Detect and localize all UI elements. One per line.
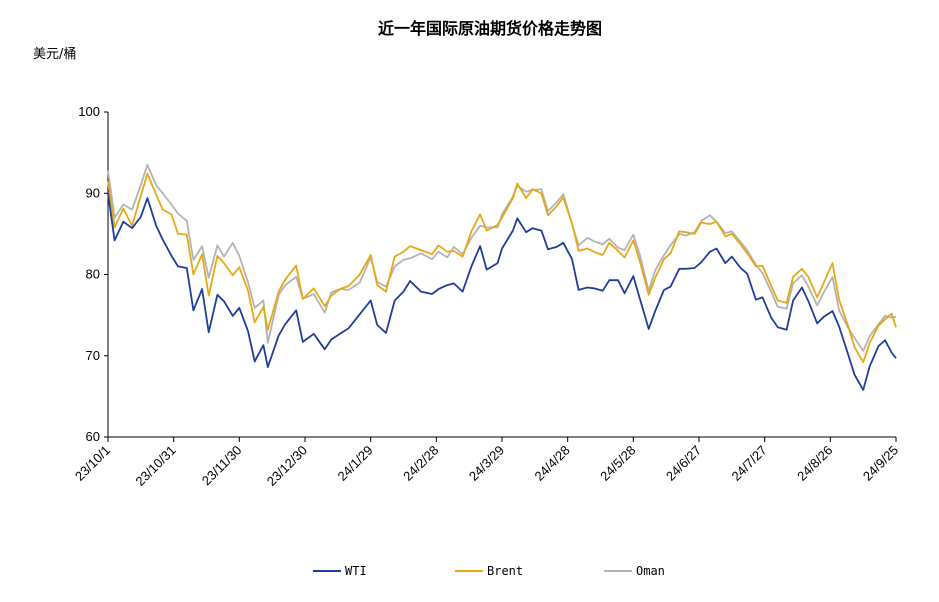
y-axis: 60 70 80 90 100 <box>78 104 109 444</box>
legend-item-brent: Brent <box>455 564 523 578</box>
y-tick-label: 90 <box>86 185 100 200</box>
legend: WTI Brent Oman <box>313 564 665 578</box>
x-tick-label: 24/4/28 <box>532 443 573 484</box>
x-tick-label: 24/7/27 <box>729 443 770 484</box>
legend-item-oman: Oman <box>604 564 665 578</box>
y-tick-label: 80 <box>86 267 100 282</box>
legend-label: WTI <box>345 564 367 578</box>
x-tick-label: 23/12/30 <box>264 443 310 489</box>
y-tick-label: 60 <box>86 429 100 444</box>
x-tick-label: 23/10/1 <box>72 443 113 484</box>
y-tick-label: 100 <box>78 104 100 119</box>
series-layer <box>107 163 897 391</box>
x-tick-label: 24/1/29 <box>335 443 376 484</box>
legend-label: Oman <box>636 564 665 578</box>
series-line-oman <box>107 163 897 352</box>
x-axis: 23/10/1 23/10/31 23/11/30 23/12/30 24/1/29 24… <box>72 436 901 489</box>
legend-item-wti: WTI <box>313 564 367 578</box>
x-tick-label: 23/10/31 <box>132 443 178 489</box>
y-tick-label: 70 <box>86 348 100 363</box>
legend-label: Brent <box>487 564 523 578</box>
series-line-wti <box>107 193 897 391</box>
x-tick-label: 24/3/29 <box>466 443 507 484</box>
x-tick-label: 24/2/28 <box>400 443 441 484</box>
x-tick-label: 24/8/26 <box>794 443 835 484</box>
x-tick-label: 24/6/27 <box>663 443 704 484</box>
chart-title: 近一年国际原油期货价格走势图 <box>378 19 602 38</box>
x-tick-label: 24/5/28 <box>597 443 638 484</box>
x-tick-label: 23/11/30 <box>199 443 245 489</box>
x-tick-label: 24/9/25 <box>860 443 901 484</box>
y-axis-unit-label: 美元/桶 <box>33 47 76 62</box>
series-line-brent <box>107 172 897 364</box>
